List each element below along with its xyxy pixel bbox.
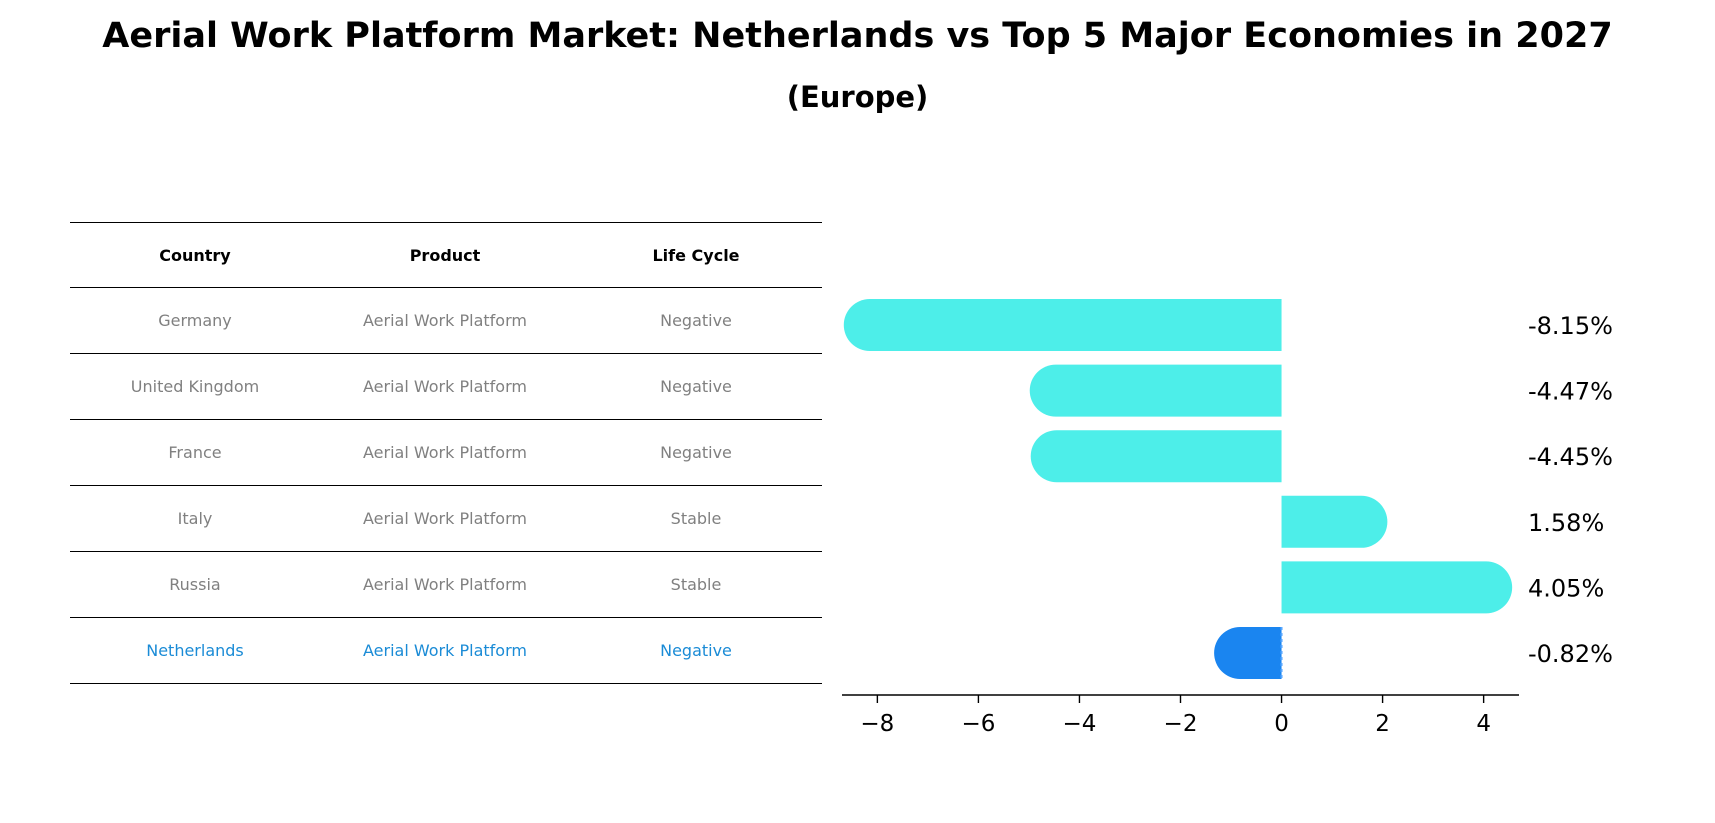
bar-netherlands [1214,627,1282,679]
bar-italy [1281,495,1388,548]
value-label: -4.45% [1528,443,1613,471]
product-cell: Aerial Work Platform [363,575,527,594]
x-tick-label: −2 [1164,711,1198,737]
life-cycle-cell: Negative [660,443,732,462]
table-row: Germany Aerial Work Platform Negative [70,288,822,354]
life-cycle-cell: Negative [660,641,732,660]
country-cell: Netherlands [146,641,244,660]
bar-france [1030,430,1282,483]
x-tick-label: −4 [1063,711,1097,737]
chart-title: Aerial Work Platform Market: Netherlands… [102,16,1613,56]
header-life-cycle: Life Cycle [652,246,740,265]
table-row: France Aerial Work Platform Negative [70,420,822,486]
product-cell: Aerial Work Platform [363,311,527,330]
chart-subtitle: (Europe) [786,80,929,114]
table-row-highlight: Netherlands Aerial Work Platform Negativ… [70,618,822,684]
comparison-table: Country Product Life Cycle Germany Aeria… [70,222,822,684]
product-cell: Aerial Work Platform [363,443,527,462]
table-row: United Kingdom Aerial Work Platform Nega… [70,354,822,420]
country-cell: United Kingdom [130,377,260,396]
country-cell: Italy [177,509,213,528]
country-cell: France [168,443,222,462]
bar-russia [1281,561,1513,614]
country-cell: Germany [158,311,232,330]
life-cycle-cell: Stable [670,575,722,594]
x-tick-label: −6 [961,711,995,737]
value-label: 4.05% [1528,574,1604,602]
x-tick-label: 2 [1375,711,1390,737]
value-label: 1.58% [1528,509,1604,537]
country-cell: Russia [169,575,221,594]
life-cycle-cell: Stable [670,509,722,528]
x-tick-label: −8 [860,711,894,737]
header-product: Product [409,246,481,265]
x-tick-label: 0 [1274,711,1289,737]
value-label: -0.82% [1528,640,1613,668]
bar-germany [843,299,1282,351]
product-cell: Aerial Work Platform [363,377,527,396]
table-header-row: Country Product Life Cycle [70,222,822,288]
bar-united-kingdom [1029,364,1282,417]
value-label: -8.15% [1528,312,1613,340]
life-cycle-cell: Negative [660,377,732,396]
value-label: -4.47% [1528,378,1613,406]
x-tick-label: 4 [1476,711,1491,737]
table-row: Russia Aerial Work Platform Stable [70,552,822,618]
life-cycle-cell: Negative [660,311,732,330]
table-row: Italy Aerial Work Platform Stable [70,486,822,552]
product-cell: Aerial Work Platform [363,509,527,528]
product-cell: Aerial Work Platform [363,641,527,660]
header-country: Country [159,246,231,265]
